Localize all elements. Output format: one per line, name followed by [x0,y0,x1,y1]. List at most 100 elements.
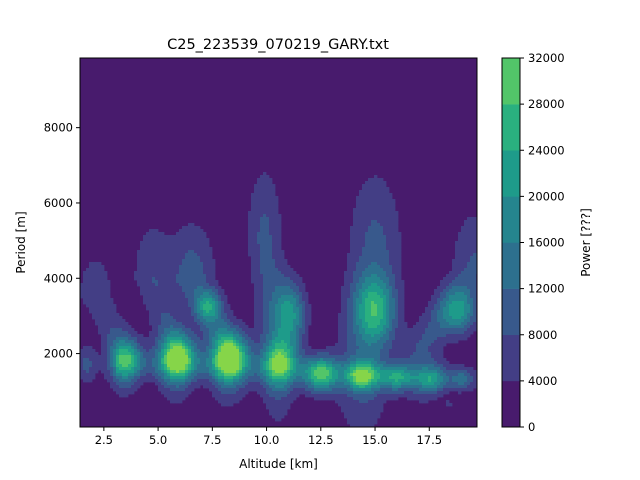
contour-cell [461,244,465,248]
contour-cell [254,355,258,359]
contour-cell [299,313,303,317]
contour-cell [152,301,156,305]
contour-cell [401,355,405,359]
contour-cell [254,196,258,200]
contour-cell [155,253,159,257]
contour-cell [179,364,183,368]
contour-cell [341,364,345,368]
contour-cell [461,259,465,263]
contour-cell [200,256,204,260]
contour-cell [218,376,222,380]
contour-cell [182,298,186,302]
contour-cell [245,349,249,353]
contour-cell [338,370,342,374]
contour-cell [344,277,348,281]
contour-cell [302,286,306,290]
contour-cell [398,277,402,281]
contour-cell [194,244,198,248]
contour-cell [353,328,357,332]
contour-cell [158,337,162,341]
contour-cell [467,223,471,227]
contour-cell [389,361,393,365]
contour-cell [161,277,165,281]
contour-cell [386,307,390,311]
contour-cell [341,328,345,332]
contour-cell [458,319,462,323]
contour-cell [380,244,384,248]
contour-cell [182,232,186,236]
contour-cell [281,313,285,317]
contour-cell [299,277,303,281]
contour-cell [176,376,180,380]
contour-cell [473,328,477,332]
contour-cell [203,295,207,299]
contour-cell [371,262,375,266]
contour-cell [200,286,204,290]
contour-cell [365,235,369,239]
contour-cell [230,343,234,347]
contour-cell [113,340,117,344]
contour-cell [263,349,267,353]
contour-cell [167,259,171,263]
contour-cell [281,268,285,272]
contour-cell [188,376,192,380]
contour-cell [155,271,159,275]
contour-cell [440,361,444,365]
contour-cell [380,187,384,191]
contour-cell [161,343,165,347]
contour-cell [227,337,231,341]
contour-cell [398,370,402,374]
contour-cell [182,340,186,344]
contour-cell [362,274,366,278]
contour-cell [260,214,264,218]
contour-cell [272,295,276,299]
contour-cell [269,277,273,281]
contour-cell [188,352,192,356]
contour-cell [401,352,405,356]
contour-cell [272,376,276,380]
contour-cell [368,307,372,311]
contour-cell [302,340,306,344]
contour-cell [137,250,141,254]
contour-cell [284,358,288,362]
contour-cell [197,352,201,356]
contour-cell [86,286,90,290]
contour-cell [260,205,264,209]
contour-cell [305,358,309,362]
contour-cell [149,229,153,233]
contour-cell [215,292,219,296]
contour-cell [455,319,459,323]
contour-cell [98,355,102,359]
contour-cell [368,313,372,317]
contour-cell [338,358,342,362]
contour-cell [368,256,372,260]
contour-cell [140,271,144,275]
contour-cell [197,283,201,287]
contour-cell [266,349,270,353]
contour-cell [209,289,213,293]
contour-cell [335,373,339,377]
contour-cell [113,367,117,371]
contour-cell [263,352,267,356]
contour-cell [227,367,231,371]
contour-cell [389,292,393,296]
contour-cell [353,238,357,242]
contour-cell [278,223,282,227]
contour-cell [275,226,279,230]
contour-cell [284,313,288,317]
contour-cell [443,331,447,335]
contour-cell [389,313,393,317]
contour-cell [266,271,270,275]
contour-cell [425,346,429,350]
contour-cell [251,223,255,227]
contour-cell [281,352,285,356]
contour-cell [194,265,198,269]
contour-cell [260,364,264,368]
contour-cell [167,307,171,311]
contour-cell [353,349,357,353]
contour-cell [206,331,210,335]
contour-cell [254,325,258,329]
contour-cell [446,313,450,317]
contour-cell [398,343,402,347]
contour-cell [206,238,210,242]
